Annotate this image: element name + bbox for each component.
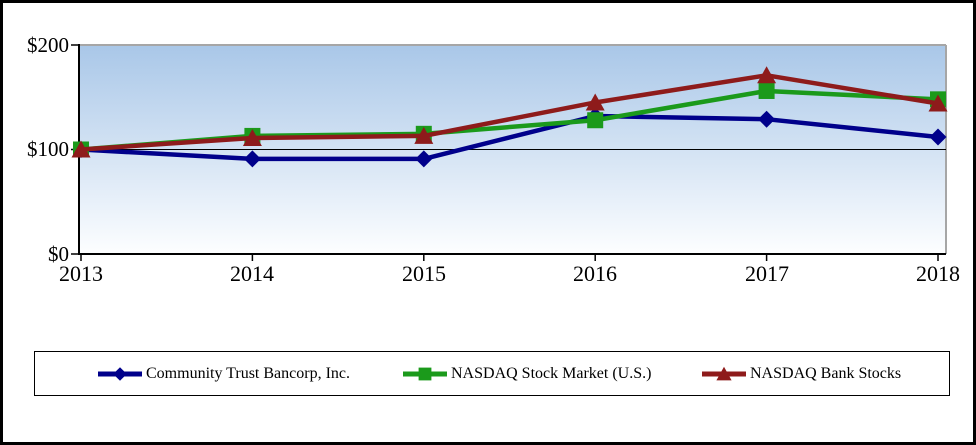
marker-diamond-2015 (415, 150, 433, 168)
series-line-0 (80, 113, 939, 162)
marker-triangle-up-2013 (71, 140, 91, 158)
legend-triangle-marker-icon (701, 365, 747, 383)
y-tick-label-0: $0 (48, 242, 69, 266)
legend-item-nasdaq-stock-market: NASDAQ Stock Market (U.S.) (402, 365, 651, 383)
x-tick-label-2015: 2015 (402, 261, 446, 286)
marker-diamond-2014 (243, 150, 261, 168)
x-tick-label-2016: 2016 (573, 261, 617, 286)
x-tick-label-2014: 2014 (230, 261, 274, 286)
x-tick-label-2013: 2013 (59, 261, 103, 286)
legend-glyph-diamond (113, 366, 127, 381)
marker-diamond-2018 (929, 128, 947, 146)
legend-item-community-trust-bancorp: Community Trust Bancorp, Inc. (97, 365, 350, 383)
marker-triangle-up-2014 (242, 129, 262, 147)
marker-triangle-up-2018 (928, 94, 948, 112)
marker-triangle-up-2015 (414, 126, 434, 144)
marker-triangle-up-2016 (585, 93, 605, 111)
marker-diamond-2017 (758, 110, 776, 128)
legend-item-nasdaq-bank-stocks: NASDAQ Bank Stocks (701, 365, 901, 383)
series-2 (71, 66, 948, 158)
legend-glyph-square (418, 367, 432, 380)
legend-marker-glyph (98, 366, 142, 381)
performance-line-chart (71, 44, 948, 261)
chart-legend-box: Community Trust Bancorp, Inc. NASDAQ Sto… (34, 351, 950, 396)
y-tick-label-200: $200 (27, 33, 69, 57)
marker-triangle-up-2017 (757, 66, 777, 84)
legend-square-marker-icon (402, 365, 448, 383)
x-tick-label-2017: 2017 (745, 261, 789, 286)
marker-square-2016 (587, 112, 604, 129)
x-tick-label-2018: 2018 (916, 261, 960, 286)
legend-marker-glyph (702, 366, 746, 380)
legend-marker-glyph (403, 367, 447, 380)
legend-label-nasdaq-bank-stocks: NASDAQ Bank Stocks (750, 364, 902, 382)
legend-label-community-trust-bancorp: Community Trust Bancorp, Inc. (146, 364, 351, 382)
legend-diamond-marker-icon (97, 365, 143, 383)
y-tick-label-100: $100 (27, 137, 69, 161)
legend-label-nasdaq-stock-market: NASDAQ Stock Market (U.S.) (451, 364, 652, 382)
marker-square-2017 (758, 82, 775, 99)
series-line-2 (80, 73, 939, 152)
legend-glyph-triangle-up (716, 366, 732, 380)
